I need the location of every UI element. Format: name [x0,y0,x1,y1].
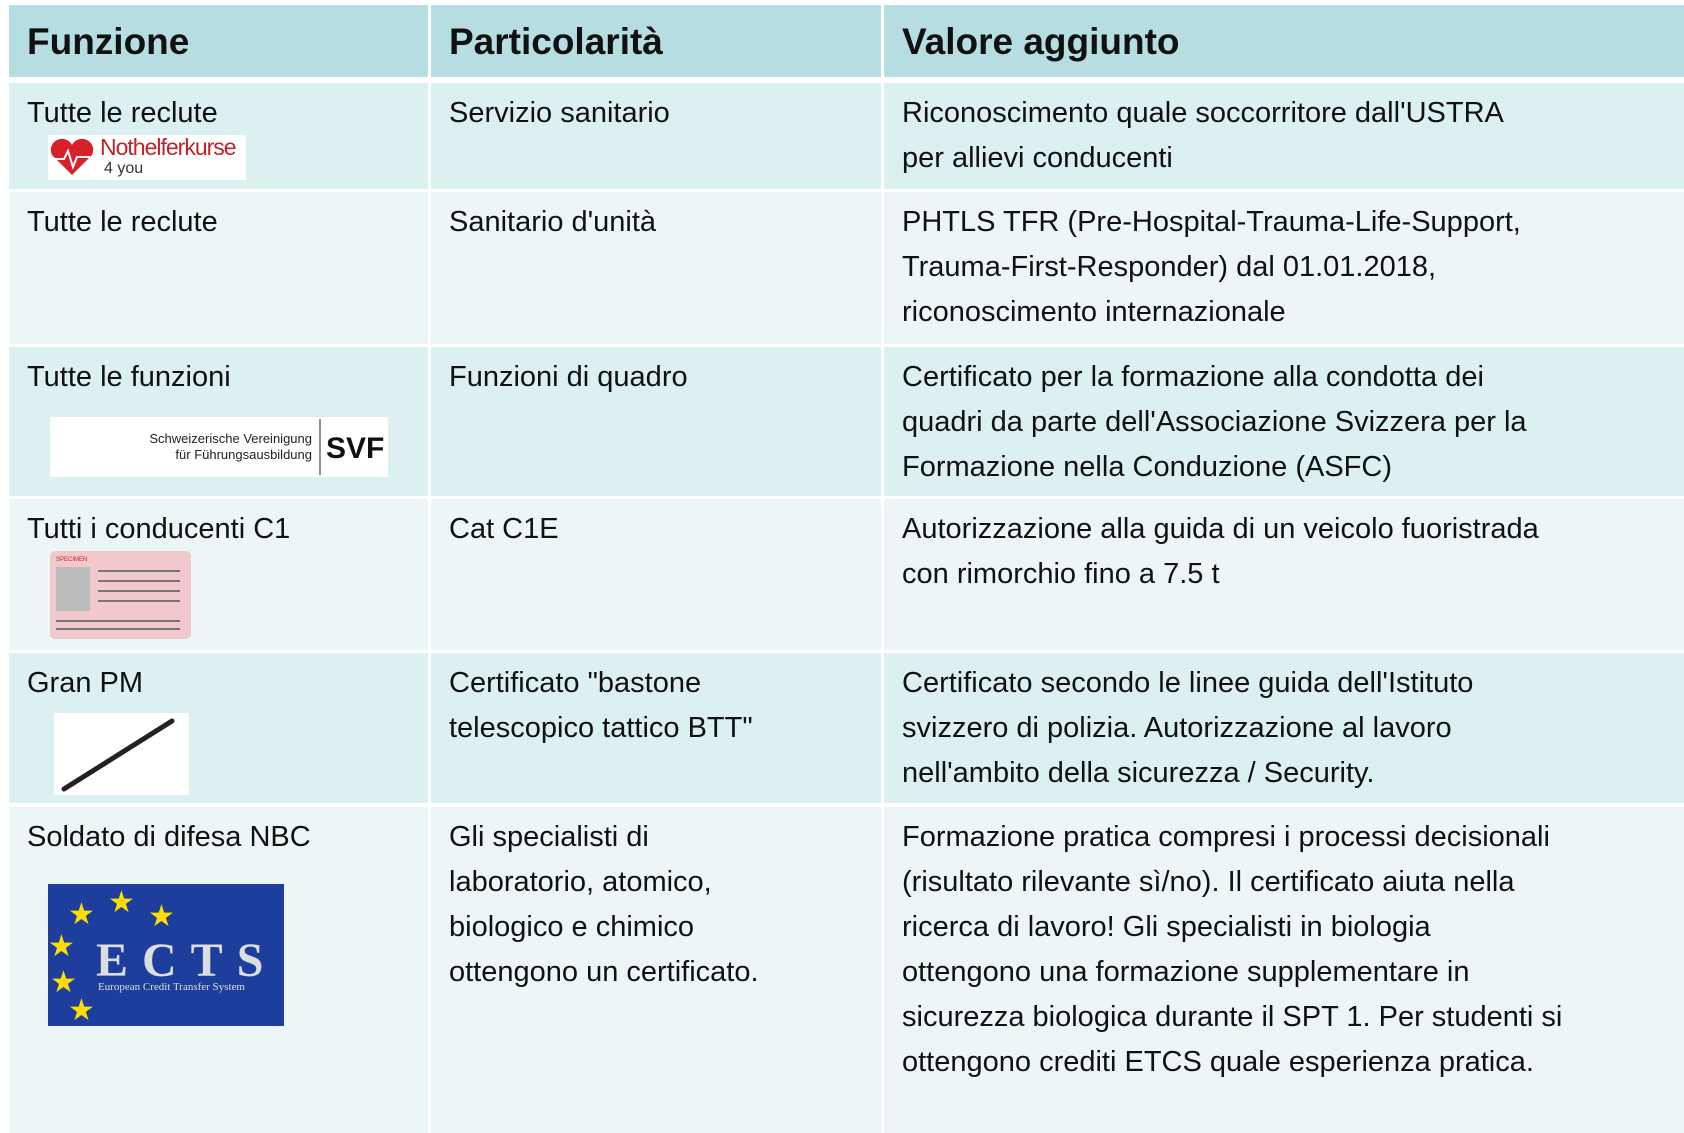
cell-line: Gran PM [27,667,144,699]
logo-art: SPECIMEN [56,557,180,630]
table-cell: Certificato "bastone telescopico tattico … [431,653,881,803]
svg-text:★: ★ [108,885,135,920]
cell-line: Cat C1E [449,513,559,545]
svg-text:★: ★ [50,965,77,1000]
cell-line: sicurezza biologica durante il SPT 1. Pe… [902,1001,1563,1033]
pulse [54,148,90,170]
logo-text: Nothelferkurse [100,135,236,160]
cell-line: Formazione nella Conduzione (ASFC) [902,451,1392,483]
cell-line: ottengono crediti ETCS quale esperienza … [902,1046,1534,1078]
cell-line: riconoscimento internazionale [902,296,1286,328]
cell-line: Tutte le reclute [27,206,218,238]
svg-text:★: ★ [68,897,95,932]
svg-text:★: ★ [48,929,75,964]
logo-text: Schweizerische Vereinigung [149,431,312,446]
logo-art: ★ ★ ★★★★ ECTS European Credit Transfer Sys… [48,885,277,1028]
lines [56,570,180,630]
logo-art [61,718,175,792]
license-image: SPECIMEN [50,551,191,639]
cell-line: telescopico tattico BTT" [449,712,753,744]
table-cell: Servizio sanitario [431,83,881,189]
cell-line: PHTLS TFR (Pre-Hospital-Trauma-Life-Supp… [902,206,1521,238]
logo-text: SVF [326,432,384,465]
cell-line: Servizio sanitario [449,97,670,129]
header-cell: Particolarità [431,5,881,77]
cell-line: Gli specialisti di [449,821,649,853]
cell-line: Tutte le reclute [27,97,218,129]
baton-image [54,713,189,795]
header-cell: Funzione [9,5,428,77]
cell-line: Certificato "bastone [449,667,702,699]
table-cell: Funzioni di quadro [431,347,881,496]
table-cell: Formazione pratica compresi i processi d… [884,807,1684,1133]
logo-text: European Credit Transfer System [98,981,245,993]
table-cell: Sanitario d'unità [431,192,881,344]
stars: ★ ★ ★★★★ [48,885,175,1028]
table-cell: PHTLS TFR (Pre-Hospital-Trauma-Life-Supp… [884,192,1684,344]
cell-line: Sanitario d'unità [449,206,657,238]
cell-line: laboratorio, atomico, [449,866,712,898]
svg-text:★: ★ [68,993,95,1026]
cell-line: nell'ambito della sicurezza / Security. [902,757,1375,789]
cell-line: Formazione pratica compresi i processi d… [902,821,1550,853]
table-cell: Certificato per la formazione alla condo… [884,347,1684,496]
baton [61,718,175,792]
photo [56,567,90,611]
cell-line: svizzero di polizia. Autorizzazione al l… [902,712,1452,744]
logo-art: Nothelferkurse 4 you [50,134,237,177]
cell-line: Certificato per la formazione alla condo… [902,361,1484,393]
table-cell: Autorizzazione alla guida di un veicolo … [884,499,1684,650]
cell-line: ottengono un certificato. [449,956,759,988]
cell-line: Autorizzazione alla guida di un veicolo … [902,513,1539,545]
logo-art: Schweizerische Vereinigung für Führungsa… [149,419,384,475]
logo-text: für Führungsausbildung [175,447,312,462]
cell-line: per allievi conducenti [902,142,1173,174]
ects-logo: ★ ★ ★ ★ ★ ★ ECTS European Credit Transfer Sys… [48,884,284,1028]
svf-logo: Schweizerische Vereinigung für Führungsa… [50,417,388,477]
cell-line: Tutte le funzioni [27,361,231,393]
cell-line: quadri da parte dell'Associazione Svizze… [902,406,1527,438]
cell-line: Riconoscimento quale soccorritore dall'U… [902,97,1504,129]
cell-line: con rimorchio fino a 7.5 t [902,558,1220,590]
table-cell: Cat C1E [431,499,881,650]
cell-line: biologico e chimico [449,911,695,943]
cell-line: Certificato secondo le linee guida dell'… [902,667,1474,699]
cell-line: Funzioni di quadro [449,361,688,393]
cell-line: Trauma-First-Responder) dal 01.01.2018, [902,251,1437,283]
logo-text: ECTS [96,934,277,987]
logo-text: SPECIMEN [56,557,87,563]
heart [50,138,94,175]
table-cell: Certificato secondo le linee guida dell'… [884,653,1684,803]
cell-line: (risultato rilevante sì/no). Il certific… [902,866,1515,898]
table-cell: Riconoscimento quale soccorritore dall'U… [884,83,1684,189]
table-cell: Tutte le reclute [9,192,428,344]
header-cell: Valore aggiunto [884,5,1684,77]
cell-line: Tutti i conducenti C1 [27,513,291,545]
cell-line: ottengono una formazione supplementare i… [902,956,1470,988]
cell-line: Soldato di difesa NBC [27,821,311,853]
nothelfer-logo: Nothelferkurse 4 you [48,134,246,180]
table-cell: Gli specialisti di laboratorio, atomico, b… [431,807,881,1133]
logo-text: 4 you [104,160,143,177]
cell-line: ricerca di lavoro! Gli specialisti in bi… [902,911,1431,943]
svg-text:★: ★ [148,899,175,934]
